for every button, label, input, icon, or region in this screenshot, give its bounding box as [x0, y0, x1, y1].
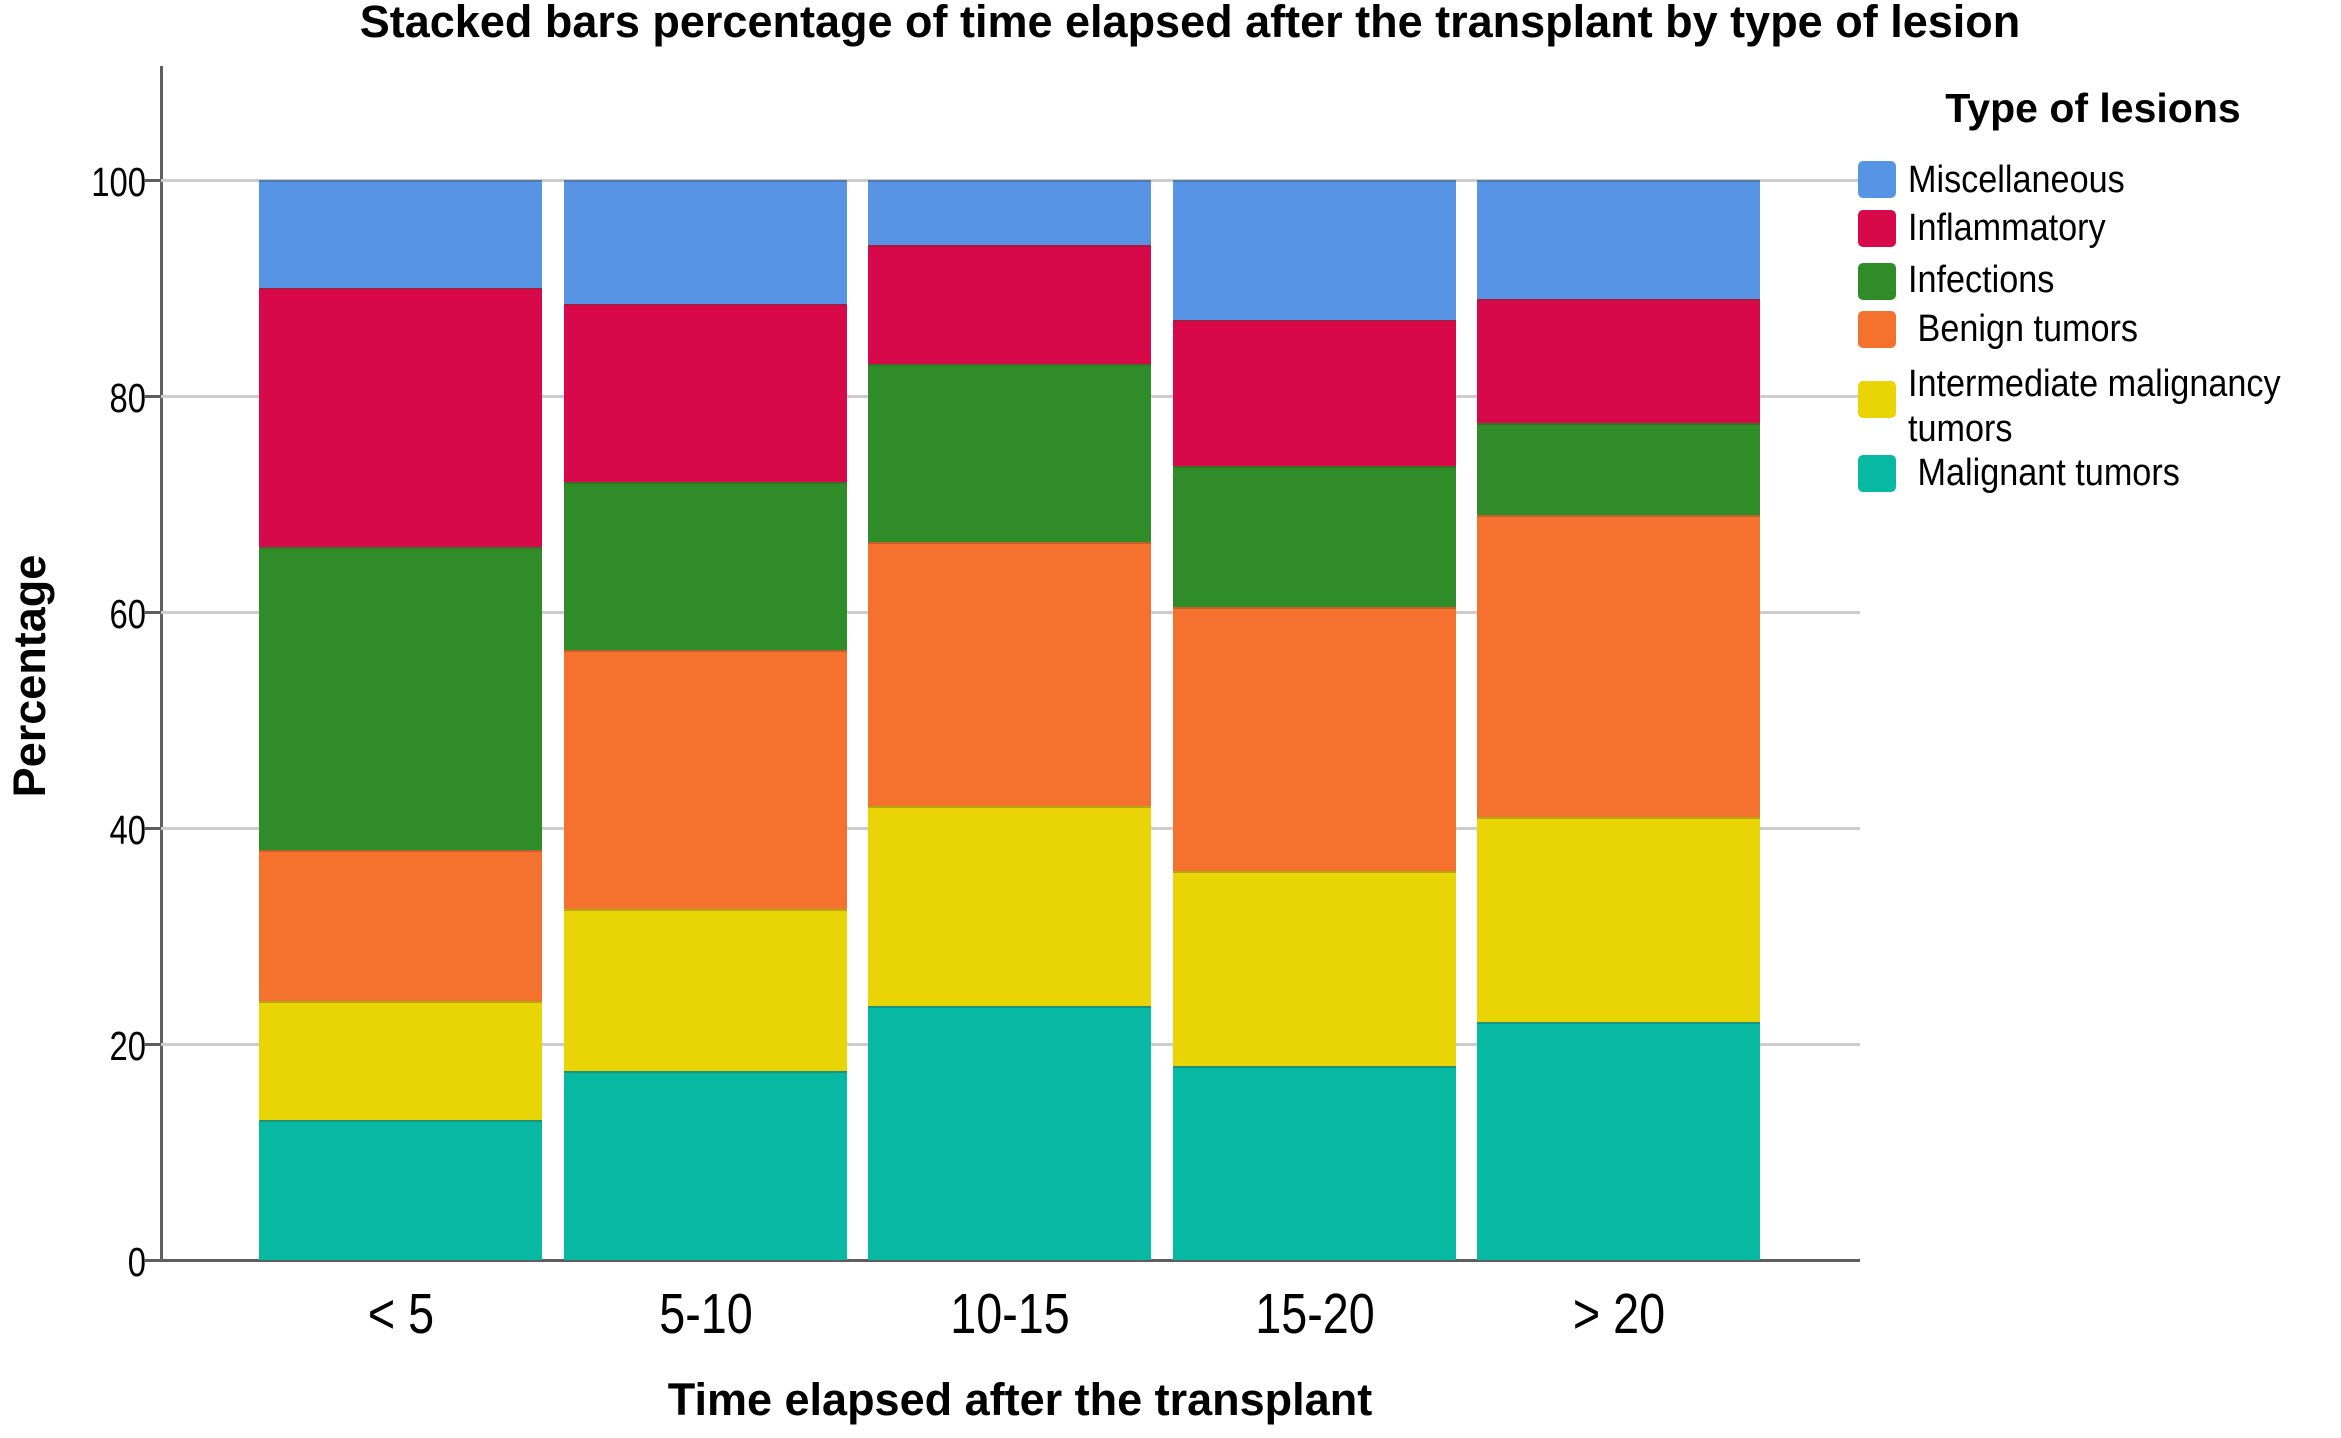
legend-swatch	[1858, 381, 1896, 418]
bar-segment	[1173, 871, 1456, 1066]
legend-item-label: Intermediate malignancy tumors	[1908, 363, 2281, 450]
legend-item-label: Inflammatory	[1908, 207, 2106, 249]
y-tick-label: 80	[109, 374, 146, 421]
bar-segment	[1173, 180, 1456, 321]
legend-title: Type of lesions	[1945, 85, 2241, 131]
bar-segment	[1477, 817, 1760, 1023]
y-tick	[145, 611, 160, 614]
bar-segment	[564, 649, 847, 909]
legend-swatch	[1858, 161, 1896, 198]
y-tick	[145, 395, 160, 398]
bar-segment	[259, 547, 542, 850]
y-tick-label: 40	[109, 806, 146, 853]
legend-swatch	[1858, 311, 1896, 348]
y-tick	[145, 179, 160, 182]
y-tick	[145, 827, 160, 830]
bar-segment	[868, 1006, 1151, 1260]
bar-segment	[564, 180, 847, 305]
bar-segment	[868, 806, 1151, 1007]
bar	[1477, 180, 1760, 1260]
bar-segment	[1477, 1022, 1760, 1260]
bar-segment	[868, 363, 1151, 542]
category-label: > 20	[1572, 1282, 1665, 1346]
bar-segment	[1477, 423, 1760, 515]
bar-segment	[1173, 320, 1456, 467]
category-label: 5-10	[658, 1282, 753, 1346]
bar	[259, 180, 542, 1260]
bar-segment	[868, 244, 1151, 364]
bar-segment	[1173, 1065, 1456, 1260]
chart-title: Stacked bars percentage of time elapsed …	[359, 0, 2021, 47]
bar-segment	[564, 482, 847, 650]
bar	[564, 180, 847, 1260]
bar	[1173, 180, 1456, 1260]
y-tick-label: 100	[91, 158, 146, 205]
bar-segment	[1477, 298, 1760, 424]
bar-segment	[868, 541, 1151, 807]
bar-segment	[259, 1000, 542, 1120]
x-axis-line	[160, 1259, 1860, 1262]
bar-segment	[868, 180, 1151, 245]
y-tick	[145, 1259, 160, 1262]
bar-segment	[564, 1071, 847, 1260]
y-axis-title: Percentage	[4, 554, 55, 798]
legend: Type of lesions Miscellaneous Inflammator…	[1858, 0, 2333, 520]
y-tick-label: 0	[127, 1238, 146, 1285]
bar-segment	[259, 180, 542, 289]
legend-item-label: Benign tumors	[1908, 308, 2139, 350]
legend-item-label: Miscellaneous	[1908, 159, 2125, 201]
y-tick	[145, 1043, 160, 1046]
category-label: < 5	[367, 1282, 434, 1346]
x-axis-title: Time elapsed after the transplant	[667, 1374, 1373, 1425]
legend-item-label: Malignant tumors	[1908, 452, 2180, 494]
category-label: 15-20	[1254, 1282, 1375, 1346]
bar-segment	[259, 288, 542, 548]
legend-item-label: Infections	[1908, 259, 2055, 301]
y-axis-line	[160, 66, 163, 1262]
category-label: 10-15	[949, 1282, 1070, 1346]
y-tick-label: 60	[109, 590, 146, 637]
bar-segment	[564, 909, 847, 1071]
legend-swatch	[1858, 263, 1896, 300]
legend-swatch	[1858, 455, 1896, 492]
bar-segment	[564, 304, 847, 483]
bar-segment	[1477, 180, 1760, 299]
bar-segment	[1477, 514, 1760, 818]
bar-segment	[259, 1119, 542, 1260]
bar	[868, 180, 1151, 1260]
plot-area	[145, 66, 1860, 1262]
bar-segment	[1173, 606, 1456, 872]
y-tick-label: 20	[109, 1022, 146, 1069]
bar-segment	[259, 849, 542, 1001]
bar-segment	[1173, 466, 1456, 607]
legend-swatch	[1858, 210, 1896, 247]
